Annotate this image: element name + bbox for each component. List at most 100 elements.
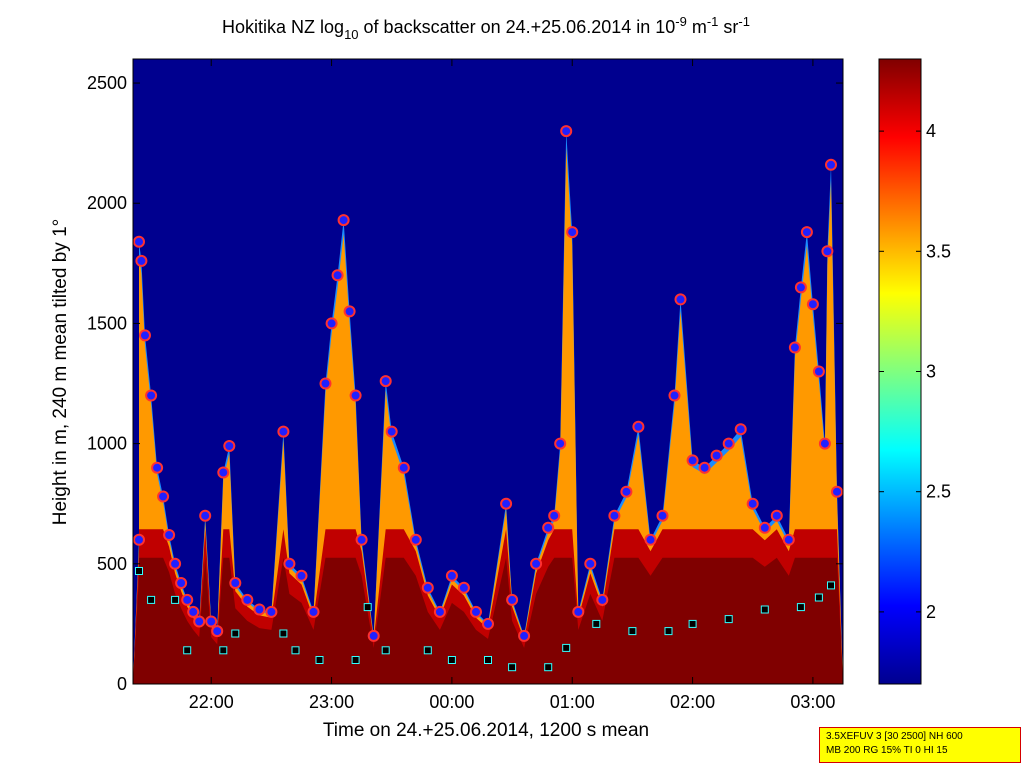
mixing-layer-marker: [171, 595, 180, 604]
cloud-base-marker: [500, 497, 513, 510]
cloud-base-marker: [572, 605, 585, 618]
mixing-layer-marker: [147, 595, 156, 604]
colorbar-tick-label: 4: [926, 121, 936, 141]
cloud-base-marker: [656, 509, 669, 522]
cloud-base-marker: [151, 461, 164, 474]
cloud-base-marker: [187, 605, 200, 618]
cloud-base-marker: [788, 341, 801, 354]
x-axis: 22:00 23:00 00:00 01:00 02:00 03:00: [189, 59, 835, 712]
cloud-base-marker: [698, 461, 711, 474]
y-axis: 0 500 1000 1500 2000 2500: [87, 73, 843, 694]
cloud-base-marker: [518, 629, 531, 642]
cloud-base-series: [133, 125, 843, 642]
cloud-base-marker: [157, 490, 170, 503]
cloud-base-marker: [457, 581, 470, 594]
cloud-base-marker: [283, 557, 296, 570]
cloud-base-marker: [211, 625, 224, 638]
cloud-base-marker: [818, 437, 831, 450]
colorbar-tick-label: 3: [926, 362, 936, 382]
cloud-base-marker: [133, 533, 145, 546]
mixing-layer-marker: [351, 656, 360, 664]
mixing-layer-marker: [592, 619, 601, 628]
cloud-base-marker: [554, 437, 567, 450]
cloud-base-marker: [277, 425, 290, 438]
mixing-layer-marker: [508, 663, 517, 672]
cloud-base-marker: [379, 375, 392, 388]
cloud-base-marker: [482, 617, 494, 630]
cloud-base-marker: [806, 298, 819, 311]
cloud-base-marker: [668, 389, 681, 402]
mixing-layer-marker: [315, 656, 324, 664]
cloud-base-marker: [331, 269, 344, 282]
cloud-base-marker: [163, 529, 176, 541]
cloud-base-marker: [135, 254, 148, 267]
colorbar-gradient: [878, 58, 922, 685]
cloud-base-marker: [139, 329, 151, 342]
cloud-base-marker: [397, 461, 410, 474]
cloud-base-marker: [145, 389, 158, 402]
cloud-base-marker: [181, 593, 194, 606]
cloud-base-marker: [758, 521, 771, 534]
y-tick-label: 1500: [87, 313, 127, 333]
mixing-layer-marker: [827, 581, 835, 590]
cloud-base-marker: [421, 581, 434, 594]
x-tick-label: 03:00: [790, 692, 835, 712]
cloud-base-marker: [199, 509, 212, 522]
x-tick-label: 02:00: [670, 692, 715, 712]
y-tick-label: 2000: [87, 193, 127, 213]
cloud-base-marker: [548, 509, 561, 522]
cloud-base-marker: [385, 425, 398, 438]
x-tick-label: 01:00: [550, 692, 595, 712]
cloud-base-marker: [169, 557, 182, 570]
cloud-base-marker: [825, 158, 837, 171]
cloud-base-marker: [295, 569, 308, 582]
chart-title: Hokitika NZ log10 of backscatter on 24.+…: [222, 14, 750, 42]
plot-area: 22:00 23:00 00:00 01:00 02:00 03:00 0 500 1000 1…: [87, 58, 844, 712]
mixing-layer-marker: [664, 627, 673, 636]
cloud-base-marker: [794, 281, 807, 294]
cloud-base-marker: [319, 377, 332, 390]
y-tick-label: 0: [117, 674, 127, 694]
cloud-base-marker: [253, 603, 266, 616]
cloud-base-marker: [470, 605, 482, 618]
mixing-layer-marker: [447, 656, 456, 664]
cloud-base-marker: [620, 485, 633, 498]
mixing-layer-marker: [760, 605, 769, 614]
cloud-base-marker: [734, 423, 747, 436]
y-tick-label: 500: [97, 554, 127, 574]
mixing-layer-marker: [688, 619, 697, 628]
cloud-base-marker: [584, 557, 597, 570]
cloud-base-marker: [175, 577, 188, 589]
cloud-base-marker: [133, 235, 145, 248]
settings-infobox: 3.5XEFUV 3 [30 2500] NH 600 MB 200 RG 15…: [819, 727, 1021, 763]
cloud-base-marker: [343, 305, 356, 318]
cloud-base-marker: [445, 569, 458, 582]
mixing-layer-marker: [562, 643, 571, 652]
cloud-base-marker: [560, 125, 573, 138]
cloud-base-marker: [349, 389, 362, 402]
mixing-layer-marker: [814, 593, 823, 602]
cloud-base-marker: [821, 245, 834, 258]
mixing-layer-marker: [724, 615, 733, 624]
cloud-base-marker: [325, 317, 338, 330]
colorbar-tick-label: 3.5: [926, 241, 951, 261]
mixing-layer-marker: [135, 567, 143, 575]
cloud-base-marker: [355, 533, 368, 546]
cloud-base-marker: [770, 509, 783, 522]
y-axis-label: Height in m, 240 m mean tilted by 1°: [50, 219, 71, 525]
cloud-base-marker: [265, 605, 278, 618]
cloud-base-marker: [530, 557, 543, 570]
colorbar-tick-label: 2: [926, 602, 936, 622]
cloud-base-marker: [205, 615, 218, 628]
cloud-base-marker: [686, 454, 699, 467]
mixing-layer-marker: [279, 629, 288, 638]
cloud-base-marker: [596, 593, 609, 606]
cloud-base-marker: [193, 615, 206, 628]
mixing-layer-marker: [381, 646, 390, 655]
x-axis-label: Time on 24.+25.06.2014, 1200 s mean: [323, 720, 649, 741]
cloud-base-marker: [831, 485, 843, 498]
mixing-layer-marker: [628, 627, 637, 636]
backscatter-field: [133, 131, 843, 684]
y-tick-label: 1000: [87, 434, 127, 454]
cloud-base-marker: [608, 509, 621, 522]
